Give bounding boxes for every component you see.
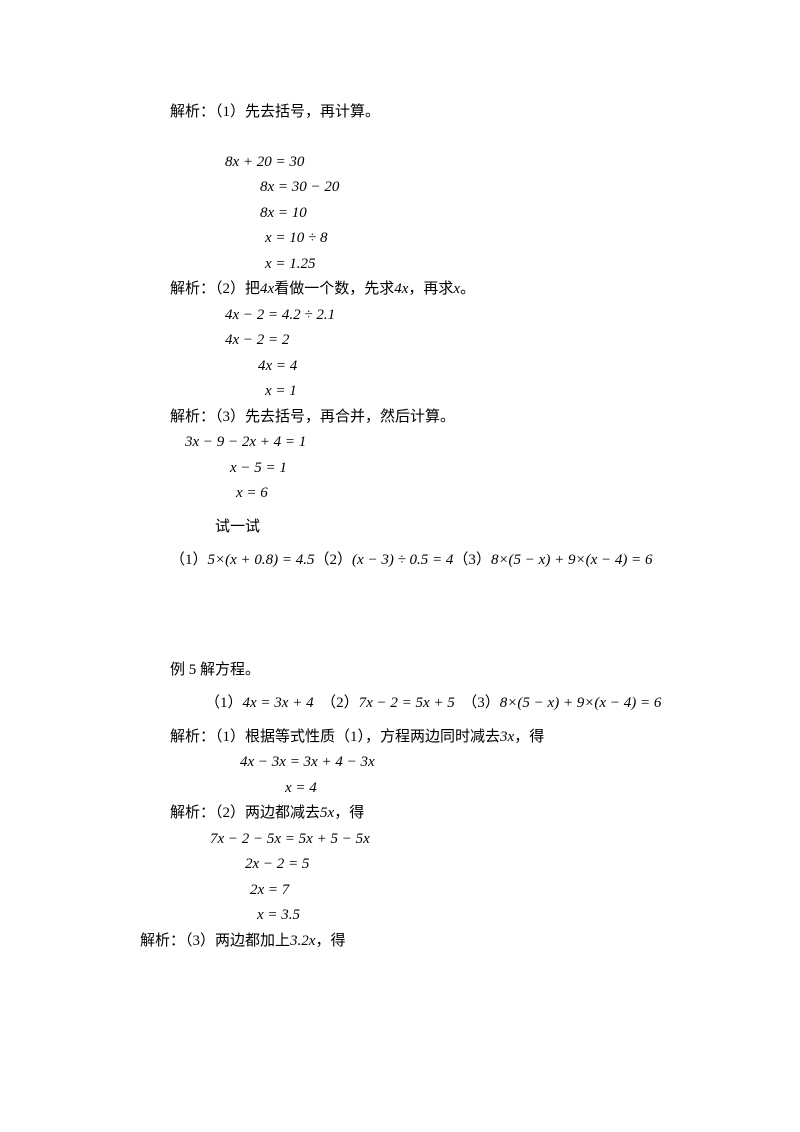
sol3-l2: x − 5 = 1 bbox=[170, 456, 670, 482]
sol2-l1: 4x − 2 = 4.2 ÷ 2.1 bbox=[170, 303, 670, 329]
analysis-3: 解析：（3）先去括号，再合并，然后计算。 bbox=[170, 405, 670, 431]
sol1-l2: 8x = 30 − 20 bbox=[170, 175, 670, 201]
sol1-l3: 8x = 10 bbox=[170, 201, 670, 227]
sol2-l4: x = 1 bbox=[170, 379, 670, 405]
ex5-sol2-l1: 7x − 2 − 5x = 5x + 5 − 5x bbox=[170, 827, 670, 853]
sol2-l2: 4x − 2 = 2 bbox=[170, 328, 670, 354]
ex5-sol2-l4: x = 3.5 bbox=[170, 903, 670, 929]
ex5-problems: （1）4x = 3x + 4 （2）7x − 2 = 5x + 5 （3）8×(… bbox=[170, 691, 670, 717]
ex5-analysis-3: 解析：（3）两边都加上3.2x，得 bbox=[140, 929, 670, 955]
ex5-sol2-l2: 2x − 2 = 5 bbox=[170, 852, 670, 878]
ex5-analysis-1: 解析：（1）根据等式性质（1），方程两边同时减去3x，得 bbox=[170, 725, 670, 751]
ex5-sol2-l3: 2x = 7 bbox=[170, 878, 670, 904]
ex5-analysis-2: 解析：（2）两边都减去5x，得 bbox=[170, 801, 670, 827]
sol1-l4: x = 10 ÷ 8 bbox=[170, 226, 670, 252]
sol1-l5: x = 1.25 bbox=[170, 252, 670, 278]
ex5-sol1-l1: 4x − 3x = 3x + 4 − 3x bbox=[170, 750, 670, 776]
sol3-l3: x = 6 bbox=[170, 481, 670, 507]
ex5-sol1-l2: x = 4 bbox=[170, 776, 670, 802]
sol3-l1: 3x − 9 − 2x + 4 = 1 bbox=[170, 430, 670, 456]
analysis-1: 解析：（1）先去括号，再计算。 bbox=[170, 100, 670, 126]
sol2-l3: 4x = 4 bbox=[170, 354, 670, 380]
analysis-2: 解析：（2）把4x看做一个数，先求4x，再求x。 bbox=[170, 277, 670, 303]
sol1-l1: 8x + 20 = 30 bbox=[170, 150, 670, 176]
ex5-title: 例 5 解方程。 bbox=[170, 658, 670, 684]
try-label: 试一试 bbox=[170, 515, 670, 541]
try-problems: （1）5×(x + 0.8) = 4.5（2）(x − 3) ÷ 0.5 = 4… bbox=[170, 548, 670, 574]
